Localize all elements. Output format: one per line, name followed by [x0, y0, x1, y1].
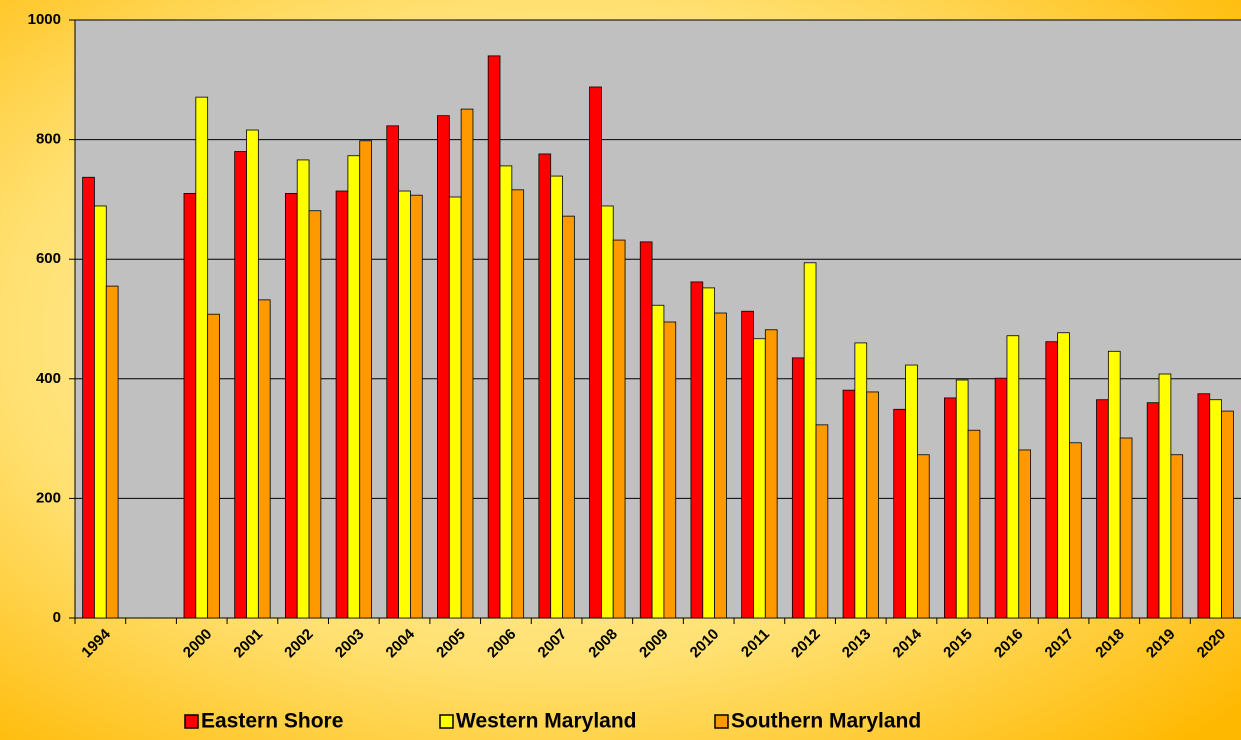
y-tick-label: 0: [53, 609, 61, 626]
bar: [815, 424, 829, 619]
bar: [1045, 341, 1059, 619]
bar: [538, 153, 552, 619]
bar: [1069, 442, 1082, 619]
legend-label: Western Maryland: [456, 710, 637, 733]
bar: [944, 397, 957, 619]
y-tick-label: 1000: [28, 11, 61, 28]
bar: [550, 175, 563, 619]
bar: [714, 312, 727, 619]
bar: [1158, 373, 1172, 619]
bar: [347, 155, 361, 619]
bar: [105, 285, 119, 619]
bar: [955, 379, 969, 619]
bar: [741, 310, 754, 619]
bar: [562, 215, 575, 619]
bar: [916, 454, 930, 619]
bar: [1018, 449, 1032, 619]
bar: [308, 210, 322, 619]
bar: [702, 287, 716, 619]
bar: [257, 299, 271, 619]
legend-label: Eastern Shore: [201, 710, 343, 733]
bar: [639, 241, 653, 619]
bar: [803, 262, 817, 619]
y-tick-label: 800: [36, 131, 61, 148]
bar: [1146, 402, 1160, 619]
bar: [246, 129, 259, 619]
bar: [994, 377, 1008, 619]
bar: [967, 429, 981, 619]
bar: [1107, 350, 1121, 619]
bar: [437, 115, 450, 619]
bar: [94, 205, 107, 619]
bar: [359, 140, 372, 619]
bar: [207, 313, 220, 619]
bar: [905, 364, 918, 619]
bar: [183, 193, 197, 619]
bar: [284, 193, 298, 619]
y-tick-label: 200: [36, 489, 61, 506]
bar: [753, 338, 766, 619]
bar: [499, 165, 513, 619]
bar: [1170, 454, 1184, 619]
bar: [690, 281, 704, 619]
bar: [448, 196, 462, 619]
bar: [487, 55, 501, 619]
bar: [1209, 399, 1222, 619]
bar: [460, 108, 474, 619]
bar: [82, 176, 95, 619]
bar: [651, 304, 665, 619]
bar: [398, 190, 411, 619]
bar: [1119, 437, 1133, 619]
bar: [854, 342, 868, 619]
bar: [764, 329, 778, 619]
y-tick-label: 400: [36, 370, 61, 387]
legend-swatch: [439, 714, 454, 729]
bar: [589, 86, 602, 619]
bar: [842, 389, 856, 619]
bar: [893, 408, 906, 619]
bar: [410, 194, 423, 619]
legend-label: Southern Maryland: [731, 710, 921, 733]
bar: [335, 190, 349, 619]
bar: [1096, 399, 1109, 619]
bar: [1057, 332, 1070, 619]
bar: [600, 205, 614, 619]
bar: [386, 125, 400, 619]
bar: [1197, 393, 1211, 619]
bar: [296, 159, 310, 619]
bar: [1221, 410, 1234, 619]
bar: [1006, 335, 1020, 619]
y-tick-label: 600: [36, 250, 61, 267]
bar: [663, 321, 677, 619]
bar: [234, 151, 247, 619]
legend-swatch: [184, 714, 199, 729]
bar: [791, 357, 805, 619]
bar: [511, 189, 525, 619]
bar: [195, 96, 209, 619]
legend-swatch: [714, 714, 729, 729]
bar: [866, 391, 879, 619]
bar: [612, 239, 626, 619]
